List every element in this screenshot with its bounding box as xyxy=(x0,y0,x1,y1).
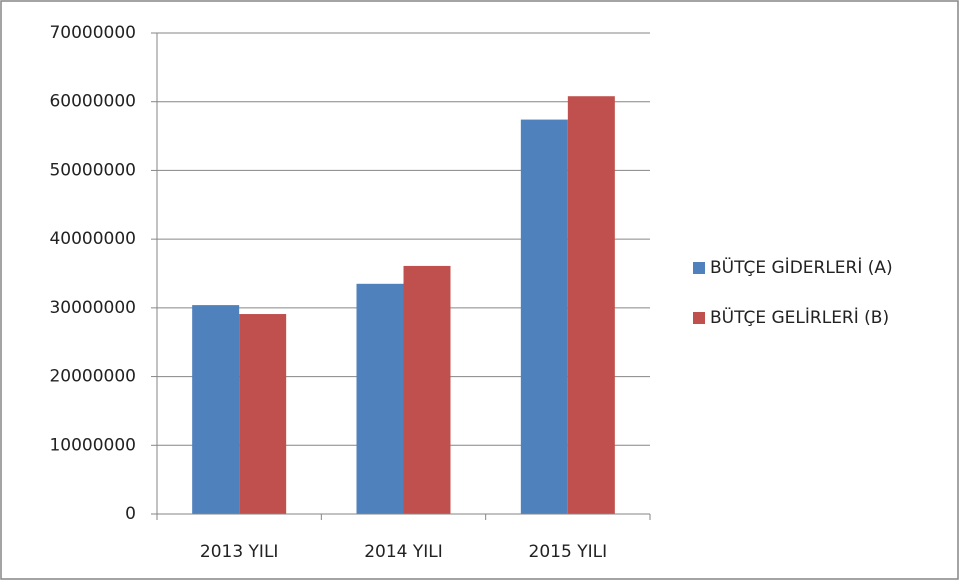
bar xyxy=(356,283,404,514)
legend-label: BÜTÇE GELİRLERİ (B) xyxy=(710,306,889,328)
bar xyxy=(239,314,287,514)
y-tick-label: 50000000 xyxy=(49,160,136,180)
bar xyxy=(192,305,240,514)
legend-swatch xyxy=(693,312,705,324)
bar xyxy=(520,119,568,514)
x-tick-label: 2013 YILI xyxy=(200,542,279,562)
y-tick-label: 70000000 xyxy=(49,23,136,43)
bar xyxy=(403,265,451,514)
legend-swatch xyxy=(693,262,705,274)
y-tick-label: 20000000 xyxy=(49,367,136,387)
legend-label: BÜTÇE GİDERLERİ (A) xyxy=(710,256,893,278)
bar xyxy=(567,96,615,515)
x-tick-label: 2015 YILI xyxy=(529,542,608,562)
y-tick-label: 30000000 xyxy=(49,298,136,318)
y-tick-label: 10000000 xyxy=(49,435,136,455)
y-tick-label: 60000000 xyxy=(49,92,136,112)
x-tick-label: 2014 YILI xyxy=(364,542,443,562)
y-tick-label: 0 xyxy=(125,504,136,524)
y-tick-label: 40000000 xyxy=(49,229,136,249)
